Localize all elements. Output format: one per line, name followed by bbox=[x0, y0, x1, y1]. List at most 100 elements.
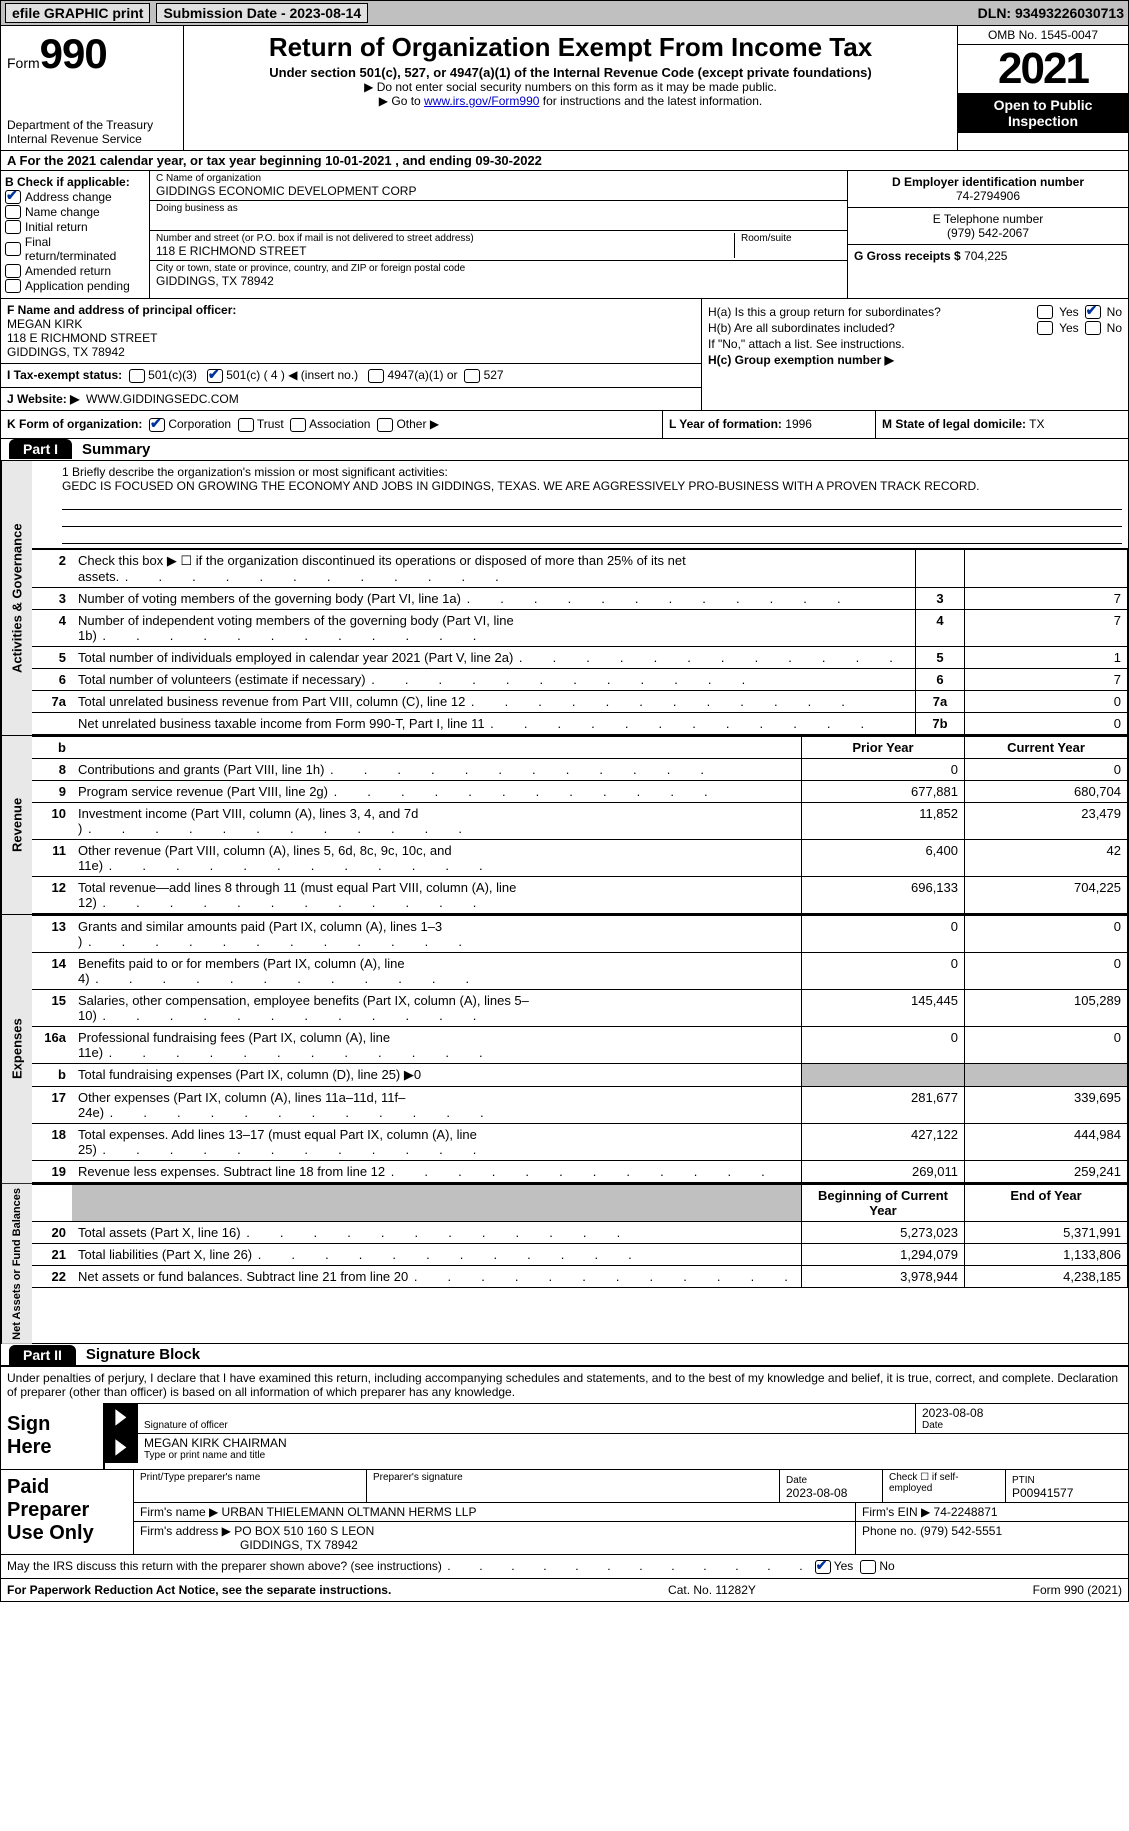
form-note-ssn: ▶ Do not enter social security numbers o… bbox=[190, 80, 951, 94]
box-j: J Website: ▶ WWW.GIDDINGSEDC.COM bbox=[1, 388, 701, 410]
ein-value: 74-2794906 bbox=[854, 189, 1122, 203]
box-b: B Check if applicable: Address change Na… bbox=[1, 171, 150, 298]
sign-here-label: Sign Here bbox=[1, 1403, 105, 1469]
side-expenses: Expenses bbox=[1, 915, 32, 1183]
discuss-row: May the IRS discuss this return with the… bbox=[1, 1554, 1128, 1578]
part-ii-header: Part II Signature Block bbox=[1, 1344, 1128, 1366]
table-row: 19Revenue less expenses. Subtract line 1… bbox=[32, 1160, 1128, 1182]
table-row: 13Grants and similar amounts paid (Part … bbox=[32, 915, 1128, 952]
revenue-table: bPrior YearCurrent Year8Contributions an… bbox=[32, 736, 1128, 914]
org-city: GIDDINGS, TX 78942 bbox=[156, 274, 841, 288]
table-row: 10Investment income (Part VIII, column (… bbox=[32, 802, 1128, 839]
table-row: 18Total expenses. Add lines 13–17 (must … bbox=[32, 1123, 1128, 1160]
side-net-assets: Net Assets or Fund Balances bbox=[1, 1184, 32, 1344]
table-row: Net unrelated business taxable income fr… bbox=[32, 712, 1128, 734]
form-title: Return of Organization Exempt From Incom… bbox=[190, 32, 951, 63]
line-a: A For the 2021 calendar year, or tax yea… bbox=[1, 151, 1128, 171]
sig-declaration: Under penalties of perjury, I declare th… bbox=[1, 1367, 1128, 1403]
box-de: D Employer identification number 74-2794… bbox=[847, 171, 1128, 298]
table-row: 16aProfessional fundraising fees (Part I… bbox=[32, 1026, 1128, 1063]
expenses-table: 13Grants and similar amounts paid (Part … bbox=[32, 915, 1128, 1183]
gross-receipts-value: 704,225 bbox=[964, 249, 1007, 263]
table-row: 3Number of voting members of the governi… bbox=[32, 587, 1128, 609]
mission-text: GEDC IS FOCUSED ON GROWING THE ECONOMY A… bbox=[62, 479, 1122, 493]
topbar: efile GRAPHIC print Submission Date - 20… bbox=[0, 0, 1129, 26]
open-inspection-badge: Open to Public Inspection bbox=[958, 93, 1128, 133]
tax-year: 2021 bbox=[958, 45, 1128, 93]
checkbox-app-pending[interactable] bbox=[5, 279, 21, 293]
checkbox-name-change[interactable] bbox=[5, 205, 21, 219]
checkbox-assoc[interactable] bbox=[290, 418, 306, 432]
form-note-link: ▶ Go to www.irs.gov/Form990 for instruct… bbox=[190, 94, 951, 108]
net-assets-table: Beginning of Current YearEnd of Year20To… bbox=[32, 1184, 1128, 1288]
table-row: bTotal fundraising expenses (Part IX, co… bbox=[32, 1063, 1128, 1086]
box-k: K Form of organization: Corporation Trus… bbox=[1, 411, 663, 438]
submission-date-button[interactable]: Submission Date - 2023-08-14 bbox=[156, 3, 368, 23]
arrow-icon: ▶ bbox=[105, 1404, 138, 1433]
box-f: F Name and address of principal officer:… bbox=[1, 299, 701, 364]
box-h: H(a) Is this a group return for subordin… bbox=[702, 299, 1128, 410]
checkbox-ha-no[interactable] bbox=[1085, 305, 1101, 319]
org-street: 118 E RICHMOND STREET bbox=[156, 244, 734, 258]
checkbox-final-return[interactable] bbox=[5, 242, 21, 256]
checkbox-527[interactable] bbox=[464, 369, 480, 383]
activities-table: 2Check this box ▶ ☐ if the organization … bbox=[32, 549, 1128, 735]
firm-ein: 74-2248871 bbox=[934, 1505, 998, 1519]
table-row: 20Total assets (Part X, line 16)5,273,02… bbox=[32, 1221, 1128, 1243]
dln-label: DLN: 93493226030713 bbox=[978, 5, 1124, 21]
arrow-icon: ▶ bbox=[105, 1434, 138, 1463]
checkbox-amended[interactable] bbox=[5, 264, 21, 278]
checkbox-address-change[interactable] bbox=[5, 190, 21, 204]
table-row: 4Number of independent voting members of… bbox=[32, 609, 1128, 646]
checkbox-501c[interactable] bbox=[207, 369, 223, 383]
table-row: 8Contributions and grants (Part VIII, li… bbox=[32, 758, 1128, 780]
sig-date: 2023-08-08 bbox=[922, 1406, 1122, 1420]
side-revenue: Revenue bbox=[1, 736, 32, 914]
form-header: Form990 Department of the Treasury Inter… bbox=[0, 26, 1129, 151]
form-number: Form990 bbox=[7, 30, 177, 78]
checkbox-trust[interactable] bbox=[238, 418, 254, 432]
table-row: 22Net assets or fund balances. Subtract … bbox=[32, 1265, 1128, 1287]
checkbox-discuss-no[interactable] bbox=[860, 1560, 876, 1574]
table-row: 14Benefits paid to or for members (Part … bbox=[32, 952, 1128, 989]
irs-label: Internal Revenue Service bbox=[7, 132, 177, 146]
table-row: 9Program service revenue (Part VIII, lin… bbox=[32, 780, 1128, 802]
dept-label: Department of the Treasury bbox=[7, 118, 177, 132]
efile-button[interactable]: efile GRAPHIC print bbox=[5, 3, 150, 23]
firm-name: URBAN THIELEMANN OLTMANN HERMS LLP bbox=[222, 1505, 477, 1519]
box-l: L Year of formation: 1996 bbox=[663, 411, 876, 438]
checkbox-corp[interactable] bbox=[149, 418, 165, 432]
table-row: 6Total number of volunteers (estimate if… bbox=[32, 668, 1128, 690]
ptin-value: P00941577 bbox=[1012, 1486, 1073, 1500]
paid-preparer-label: Paid Preparer Use Only bbox=[1, 1470, 133, 1554]
irs-link[interactable]: www.irs.gov/Form990 bbox=[424, 94, 539, 108]
omb-number: OMB No. 1545-0047 bbox=[958, 26, 1128, 45]
checkbox-discuss-yes[interactable] bbox=[815, 1560, 831, 1574]
paid-preparer-block: Paid Preparer Use Only Print/Type prepar… bbox=[1, 1469, 1128, 1554]
table-row: 11Other revenue (Part VIII, column (A), … bbox=[32, 839, 1128, 876]
checkbox-hb-yes[interactable] bbox=[1037, 321, 1053, 335]
checkbox-hb-no[interactable] bbox=[1085, 321, 1101, 335]
box-c: C Name of organization GIDDINGS ECONOMIC… bbox=[150, 171, 847, 298]
table-row: 12Total revenue—add lines 8 through 11 (… bbox=[32, 876, 1128, 913]
checkbox-other[interactable] bbox=[377, 418, 393, 432]
org-name: GIDDINGS ECONOMIC DEVELOPMENT CORP bbox=[156, 184, 841, 198]
box-i: I Tax-exempt status: 501(c)(3) 501(c) ( … bbox=[1, 364, 701, 388]
checkbox-initial-return[interactable] bbox=[5, 220, 21, 234]
checkbox-501c3[interactable] bbox=[129, 369, 145, 383]
signature-block: Under penalties of perjury, I declare th… bbox=[0, 1367, 1129, 1579]
box-m: M State of legal domicile: TX bbox=[876, 411, 1128, 438]
table-row: 21Total liabilities (Part X, line 26)1,2… bbox=[32, 1243, 1128, 1265]
table-row: 5Total number of individuals employed in… bbox=[32, 646, 1128, 668]
checkbox-4947[interactable] bbox=[368, 369, 384, 383]
telephone-value: (979) 542-2067 bbox=[854, 226, 1122, 240]
table-row: 17Other expenses (Part IX, column (A), l… bbox=[32, 1086, 1128, 1123]
form-subtitle: Under section 501(c), 527, or 4947(a)(1)… bbox=[190, 65, 951, 80]
table-row: 2Check this box ▶ ☐ if the organization … bbox=[32, 549, 1128, 587]
table-row: 7aTotal unrelated business revenue from … bbox=[32, 690, 1128, 712]
checkbox-ha-yes[interactable] bbox=[1037, 305, 1053, 319]
table-row: 15Salaries, other compensation, employee… bbox=[32, 989, 1128, 1026]
mission-block: 1 Briefly describe the organization's mi… bbox=[32, 461, 1128, 549]
firm-phone: (979) 542-5551 bbox=[920, 1524, 1002, 1538]
officer-name: MEGAN KIRK CHAIRMAN bbox=[144, 1436, 1122, 1450]
